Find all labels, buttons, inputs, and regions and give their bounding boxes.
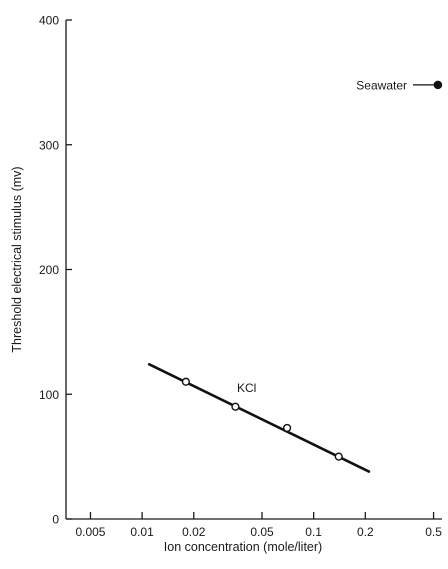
seawater-data-point xyxy=(433,80,443,90)
kcl-data-point xyxy=(334,452,343,461)
y-axis-title: Threshold electrical stimulus (mv) xyxy=(10,166,24,352)
y-tick-label: 300 xyxy=(39,138,59,152)
kcl-series-label: KCl xyxy=(237,381,256,395)
x-tick-label: 0.5 xyxy=(425,525,442,539)
seawater-label: Seawater xyxy=(356,78,407,92)
y-tick-label: 100 xyxy=(39,388,59,402)
kcl-data-point xyxy=(282,423,292,433)
y-tick-label: 200 xyxy=(39,263,59,277)
x-tick-label: 0.1 xyxy=(305,525,322,539)
kcl-data-point xyxy=(231,402,240,411)
x-tick-label: 0.005 xyxy=(75,525,105,539)
x-axis-title: Ion concentration (mole/liter) xyxy=(164,540,322,554)
kcl-data-point xyxy=(181,377,191,386)
x-ticks: 0.005 0.01 0.02 0.05 0.1 0.2 0.5 xyxy=(75,512,442,539)
x-tick-label: 0.02 xyxy=(182,525,206,539)
x-tick-label: 0.01 xyxy=(130,525,154,539)
y-ticks: 0 100 200 300 400 xyxy=(39,14,72,527)
y-tick-label: 0 xyxy=(52,513,59,527)
x-tick-label: 0.05 xyxy=(250,525,274,539)
y-tick-label: 400 xyxy=(39,14,59,28)
series-layer: KCl Seawater xyxy=(147,78,443,473)
x-tick-label: 0.2 xyxy=(357,525,374,539)
